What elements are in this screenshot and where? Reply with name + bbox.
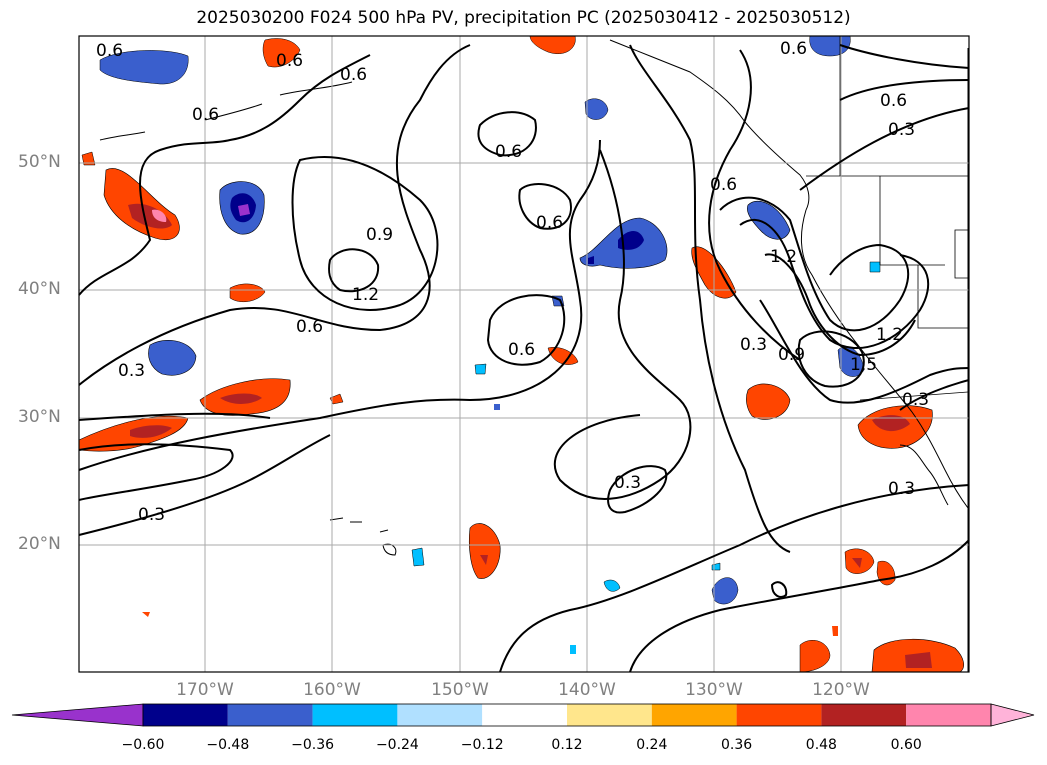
colorbar-segment	[312, 704, 398, 726]
contour-label: 1.2	[876, 325, 903, 345]
contour-label: 0.6	[340, 65, 367, 85]
contour-label: 1.2	[352, 285, 379, 305]
coastlines	[99, 39, 969, 672]
lon-label-130w: 130°W	[685, 680, 743, 700]
lon-label-150w: 150°W	[431, 680, 489, 700]
colorbar-segment	[651, 704, 737, 726]
colorbar-segment	[397, 704, 483, 726]
graticule	[79, 36, 969, 672]
colorbar-tick-label: 0.48	[805, 737, 837, 753]
contour-label: 0.9	[778, 345, 805, 365]
contour-label: 0.6	[495, 142, 522, 162]
contour-label: 0.6	[880, 91, 907, 111]
lat-label-40n: 40°N	[18, 279, 61, 299]
chart-title: 2025030200 F024 500 hPa PV, precipitatio…	[196, 8, 851, 28]
colorbar-segments	[11, 703, 1035, 727]
contour-label: 0.6	[276, 51, 303, 71]
contour-label: 0.6	[96, 41, 123, 61]
colorbar-tick-label: −0.36	[291, 737, 335, 753]
contour-labels: 0.6 0.6 0.6 0.6 0.6 0.6 0.6 0.6 0.9 1.2 …	[96, 39, 929, 525]
map-background	[79, 36, 969, 672]
colorbar-tick-label: 0.36	[721, 737, 753, 753]
map-frame	[78, 35, 970, 673]
colorbar	[11, 703, 1035, 727]
contour-label: 0.3	[614, 473, 641, 493]
lat-label-20n: 20°N	[18, 534, 61, 554]
contour-label: 0.6	[296, 317, 323, 337]
colorbar-segment	[227, 704, 313, 726]
contour-label: 0.6	[536, 213, 563, 233]
colorbar-segment	[567, 704, 652, 726]
colorbar-tick-label: −0.60	[121, 737, 165, 753]
contour-label: 0.6	[192, 105, 219, 125]
lon-label-160w: 160°W	[303, 680, 361, 700]
contour-label: 0.3	[888, 120, 915, 140]
lon-label-120w: 120°W	[812, 680, 870, 700]
lat-label-50n: 50°N	[18, 152, 61, 172]
contour-label: 0.3	[902, 390, 929, 410]
colorbar-tick-label: −0.24	[375, 737, 419, 753]
colorbar-tick-label: −0.12	[460, 737, 504, 753]
colorbar-tick-label: −0.48	[206, 737, 250, 753]
colorbar-arrow-high	[990, 703, 1035, 727]
colorbar-tick-label: 0.24	[636, 737, 668, 753]
lon-label-170w: 170°W	[176, 680, 234, 700]
colorbar-segment	[736, 704, 822, 726]
pv-contours	[78, 44, 970, 673]
contour-label: 0.6	[508, 340, 535, 360]
political-boundaries	[806, 36, 969, 401]
contour-label: 1.2	[770, 247, 797, 267]
map-panel: 0.6 0.6 0.6 0.6 0.6 0.6 0.6 0.6 0.9 1.2 …	[78, 35, 970, 673]
contour-label: 1.5	[850, 355, 877, 375]
contour-label: 0.3	[118, 361, 145, 381]
lat-label-30n: 30°N	[18, 407, 61, 427]
colorbar-segment	[821, 704, 907, 726]
colorbar-segment	[906, 704, 991, 726]
contour-label: 0.9	[366, 225, 393, 245]
colorbar-outline	[142, 703, 992, 727]
contour-label: 0.3	[888, 479, 915, 499]
colorbar-segment	[143, 704, 228, 726]
contour-label: 0.3	[740, 335, 767, 355]
contour-label: 0.6	[780, 39, 807, 59]
lon-label-140w: 140°W	[558, 680, 616, 700]
contour-label: 0.6	[710, 175, 737, 195]
contour-label: 0.3	[138, 505, 165, 525]
colorbar-tick-label: 0.60	[890, 737, 922, 753]
colorbar-arrow-low	[11, 703, 144, 727]
colorbar-segment	[482, 704, 567, 726]
colorbar-tick-label: 0.12	[551, 737, 583, 753]
